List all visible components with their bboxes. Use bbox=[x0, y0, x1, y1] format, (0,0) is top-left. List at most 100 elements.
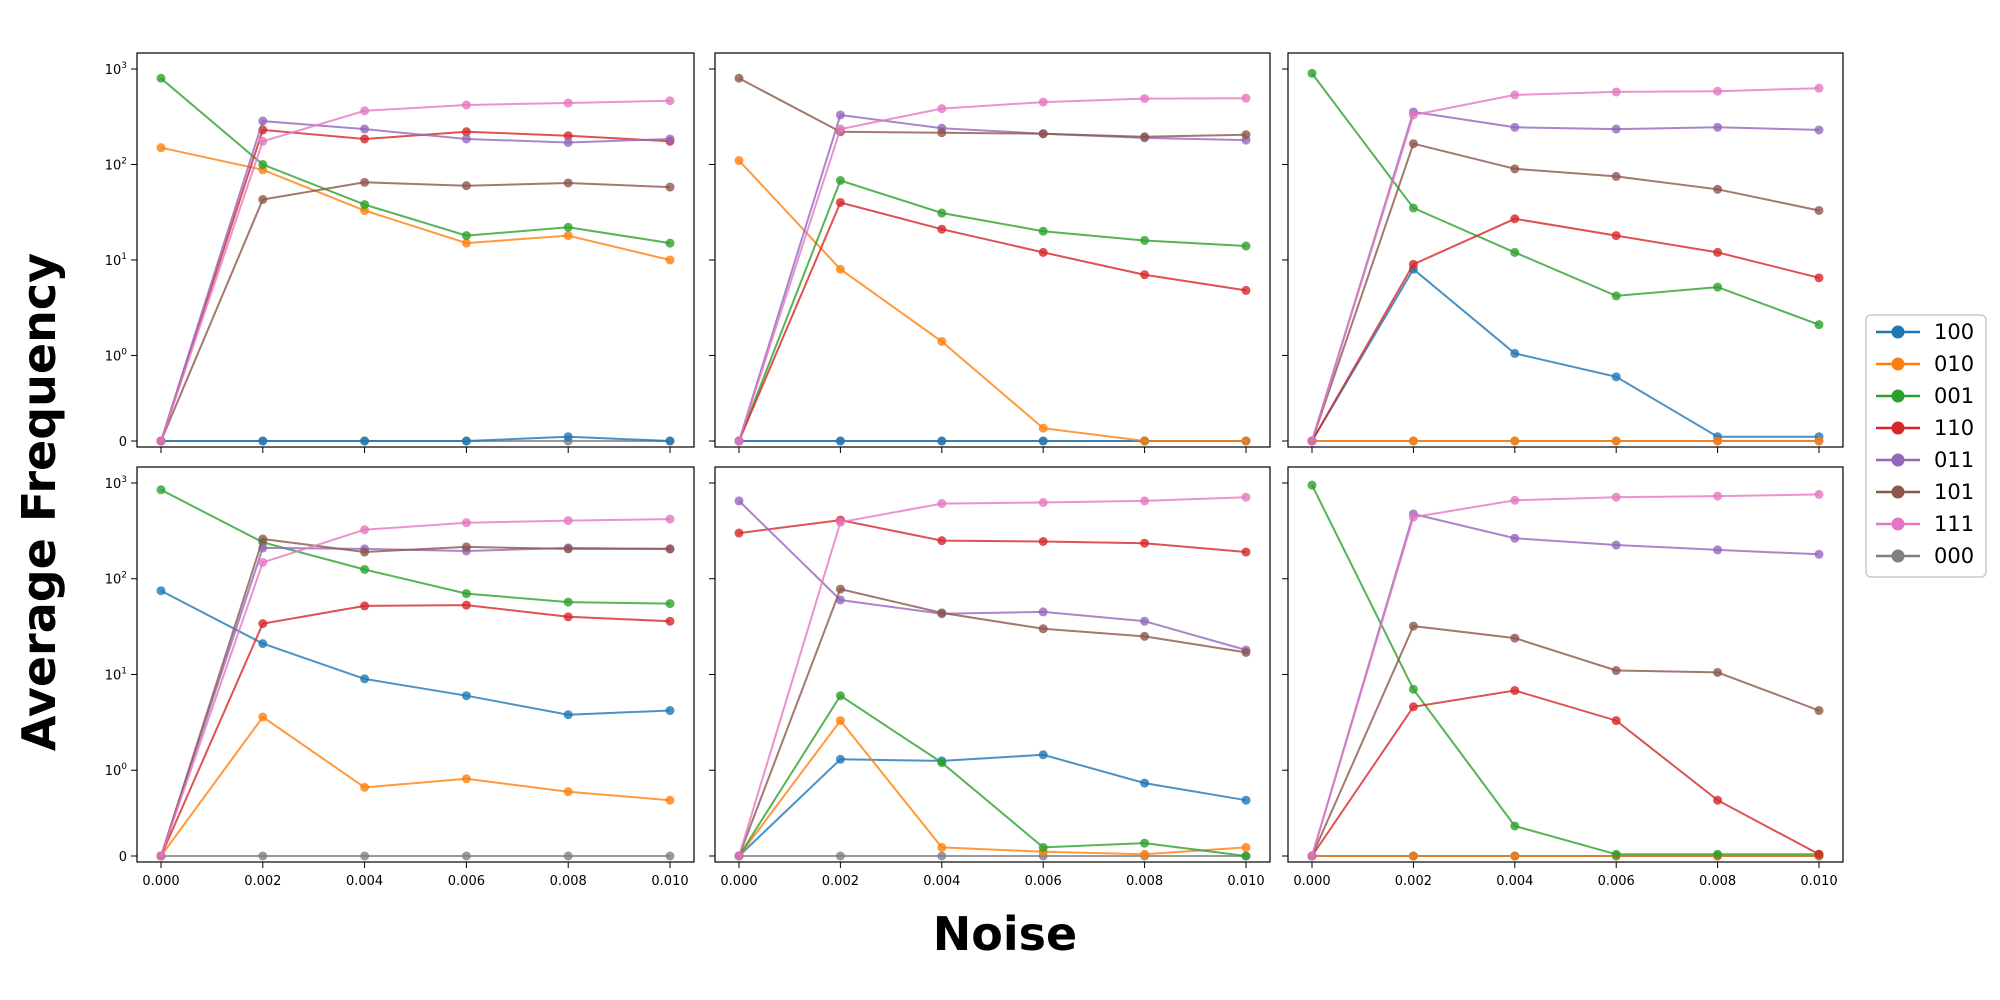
data-point-111 bbox=[360, 106, 370, 116]
x-tick-label: 0.004 bbox=[1496, 874, 1533, 889]
series-101 bbox=[1307, 139, 1824, 446]
data-point-110 bbox=[1814, 273, 1824, 283]
series-010 bbox=[1307, 436, 1824, 446]
series-line-110 bbox=[160, 604, 671, 857]
series-001 bbox=[1307, 480, 1824, 859]
data-point-010 bbox=[734, 156, 744, 166]
series-110 bbox=[1307, 214, 1824, 446]
data-point-111 bbox=[665, 96, 675, 106]
series-111 bbox=[734, 93, 1251, 446]
legend-frame bbox=[1865, 314, 1987, 578]
data-point-101 bbox=[461, 542, 471, 552]
x-tick-label: 0.002 bbox=[244, 874, 281, 889]
y-tick-label: 101 bbox=[105, 666, 127, 683]
y-tick-label: 0 bbox=[119, 435, 127, 450]
data-point-100 bbox=[461, 691, 471, 701]
data-point-011 bbox=[1713, 122, 1723, 132]
x-tick-label: 0.000 bbox=[142, 874, 179, 889]
data-point-101 bbox=[1408, 139, 1418, 149]
x-tick-label: 0.004 bbox=[346, 874, 383, 889]
series-110 bbox=[734, 197, 1251, 446]
legend-label: 100 bbox=[1934, 320, 1974, 344]
y-tick-label: 101 bbox=[105, 252, 127, 269]
data-point-010 bbox=[156, 143, 166, 153]
data-point-111 bbox=[1038, 498, 1048, 508]
series-011 bbox=[734, 110, 1251, 446]
series-100 bbox=[156, 586, 675, 720]
data-point-101 bbox=[937, 608, 947, 618]
x-tick-label: 0.010 bbox=[1227, 874, 1264, 889]
data-point-111 bbox=[258, 557, 268, 567]
data-point-101 bbox=[1814, 205, 1824, 215]
data-point-110 bbox=[1408, 702, 1418, 712]
data-point-001 bbox=[360, 200, 370, 210]
data-point-110 bbox=[563, 612, 573, 622]
x-tick-label: 0.008 bbox=[550, 874, 587, 889]
data-point-111 bbox=[1241, 93, 1251, 103]
data-point-001 bbox=[563, 222, 573, 232]
data-point-101 bbox=[360, 547, 370, 557]
series-110 bbox=[1307, 686, 1824, 861]
data-point-010 bbox=[1611, 436, 1621, 446]
data-point-100 bbox=[461, 436, 471, 446]
series-011 bbox=[734, 496, 1251, 655]
data-point-101 bbox=[835, 584, 845, 594]
data-point-110 bbox=[563, 131, 573, 141]
data-point-001 bbox=[665, 599, 675, 609]
data-point-110 bbox=[1510, 214, 1520, 224]
x-tick-label: 0.002 bbox=[822, 874, 859, 889]
y-tick-label: 100 bbox=[105, 347, 128, 364]
data-point-101 bbox=[1510, 164, 1520, 174]
x-tick-label: 0.008 bbox=[1126, 874, 1163, 889]
legend-label: 010 bbox=[1934, 352, 1974, 376]
legend-entry-010: 010 bbox=[1876, 352, 1974, 376]
series-010 bbox=[734, 156, 1251, 446]
series-line-001 bbox=[738, 179, 1247, 442]
subplot-frame bbox=[136, 466, 695, 863]
data-point-011 bbox=[1814, 549, 1824, 559]
y-tick-label: 102 bbox=[105, 156, 127, 173]
data-point-000 bbox=[258, 851, 268, 861]
data-point-110 bbox=[835, 197, 845, 207]
legend-entry-101: 101 bbox=[1876, 480, 1974, 504]
data-point-001 bbox=[1307, 68, 1317, 78]
series-line-110 bbox=[1311, 689, 1820, 857]
data-point-011 bbox=[1611, 124, 1621, 134]
series-011 bbox=[1307, 107, 1824, 446]
data-point-101 bbox=[665, 544, 675, 554]
data-point-110 bbox=[360, 601, 370, 611]
legend-label: 111 bbox=[1934, 512, 1974, 536]
data-point-111 bbox=[258, 136, 268, 146]
legend-marker bbox=[1891, 421, 1905, 435]
data-point-001 bbox=[1814, 320, 1824, 330]
data-point-101 bbox=[1611, 171, 1621, 181]
data-point-011 bbox=[835, 110, 845, 120]
legend-marker bbox=[1891, 389, 1905, 403]
data-point-101 bbox=[1140, 132, 1150, 142]
subplot-4: 0 100 101 102 103 0.000 0.002 0.004 0.006 0.008 0.… bbox=[105, 466, 695, 889]
legend-label: 110 bbox=[1934, 416, 1974, 440]
data-point-101 bbox=[258, 534, 268, 544]
data-point-111 bbox=[1814, 83, 1824, 93]
series-line-010 bbox=[738, 718, 1247, 857]
data-point-001 bbox=[1510, 821, 1520, 831]
data-point-111 bbox=[1408, 110, 1418, 120]
subplot-frame bbox=[1287, 52, 1844, 448]
y-tick-label: 100 bbox=[105, 762, 128, 779]
series-line-101 bbox=[160, 537, 670, 857]
data-point-001 bbox=[258, 159, 268, 169]
data-point-010 bbox=[1510, 436, 1520, 446]
data-point-010 bbox=[1408, 851, 1418, 861]
data-point-101 bbox=[1713, 184, 1723, 194]
data-point-100 bbox=[1510, 348, 1520, 358]
series-line-100 bbox=[161, 435, 671, 442]
data-point-110 bbox=[1038, 247, 1048, 257]
data-point-110 bbox=[1611, 716, 1621, 726]
series-line-001 bbox=[1311, 72, 1820, 326]
data-point-111 bbox=[1814, 489, 1824, 499]
data-point-101 bbox=[360, 177, 370, 187]
series-010 bbox=[1307, 851, 1824, 861]
data-point-111 bbox=[563, 98, 573, 108]
data-point-111 bbox=[360, 525, 370, 535]
data-point-100 bbox=[1241, 795, 1251, 805]
